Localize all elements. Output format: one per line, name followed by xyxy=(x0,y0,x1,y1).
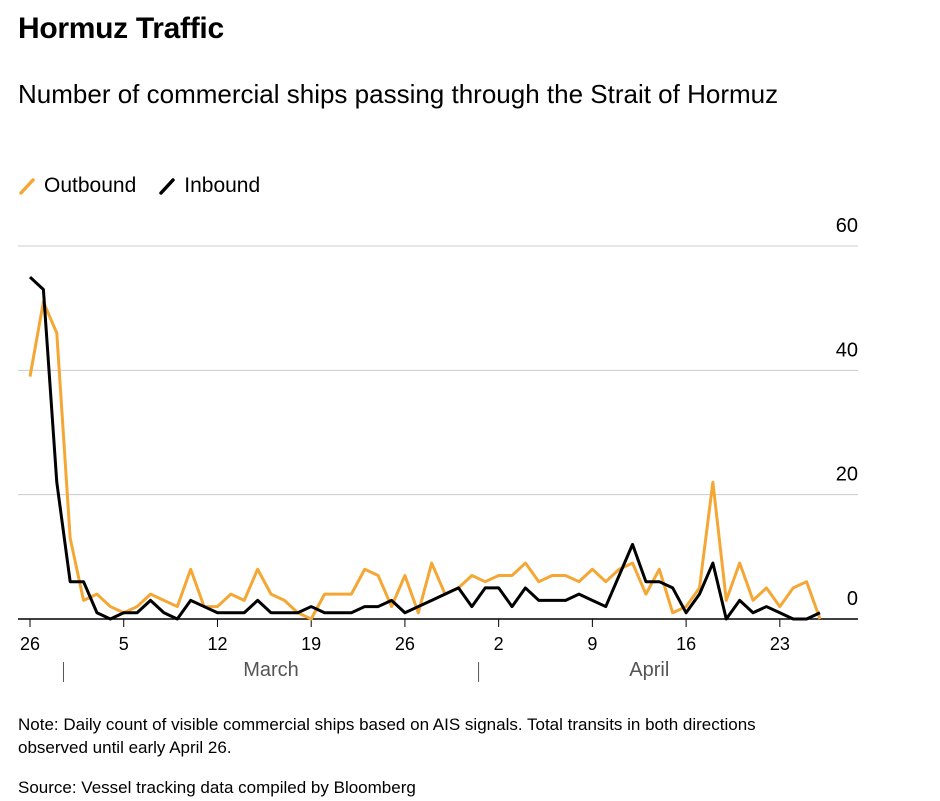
source: Source: Vessel tracking data compiled by… xyxy=(18,778,416,797)
legend-swatch xyxy=(159,178,175,195)
x-tick-label: 16 xyxy=(676,634,696,654)
x-tick-label: 26 xyxy=(395,634,415,654)
chart-title: Hormuz Traffic xyxy=(18,12,224,45)
x-tick-label: 9 xyxy=(587,634,597,654)
chart-subtitle: Number of commercial ships passing throu… xyxy=(18,79,779,109)
x-tick-label: 2 xyxy=(494,634,504,654)
legend-icon xyxy=(19,178,35,195)
x-tick-label: 26 xyxy=(20,634,40,654)
legend-label: Outbound xyxy=(44,174,137,197)
month-label: March xyxy=(243,659,299,681)
x-tick-label: 5 xyxy=(119,634,129,654)
x-tick-label: 19 xyxy=(301,634,321,654)
note: Note: Daily count of visible commercial … xyxy=(18,715,756,757)
month-label: April xyxy=(629,659,669,681)
y-tick-label: 20 xyxy=(836,464,858,486)
y-tick-label: 0 xyxy=(847,588,858,610)
y-tick-label: 60 xyxy=(836,215,858,237)
x-tick-label: 23 xyxy=(770,634,790,654)
legend-label: Inbound xyxy=(184,174,261,197)
x-tick-label: 12 xyxy=(207,634,227,654)
line-outbound xyxy=(28,300,822,621)
legend-icon xyxy=(159,178,175,195)
legend-item: Inbound xyxy=(158,174,260,198)
line-inbound xyxy=(28,275,821,621)
legend-item: Outbound xyxy=(18,174,136,198)
y-tick-label: 40 xyxy=(836,339,858,361)
legend: Outbound Inbound xyxy=(18,174,260,198)
legend-swatch xyxy=(19,178,35,195)
